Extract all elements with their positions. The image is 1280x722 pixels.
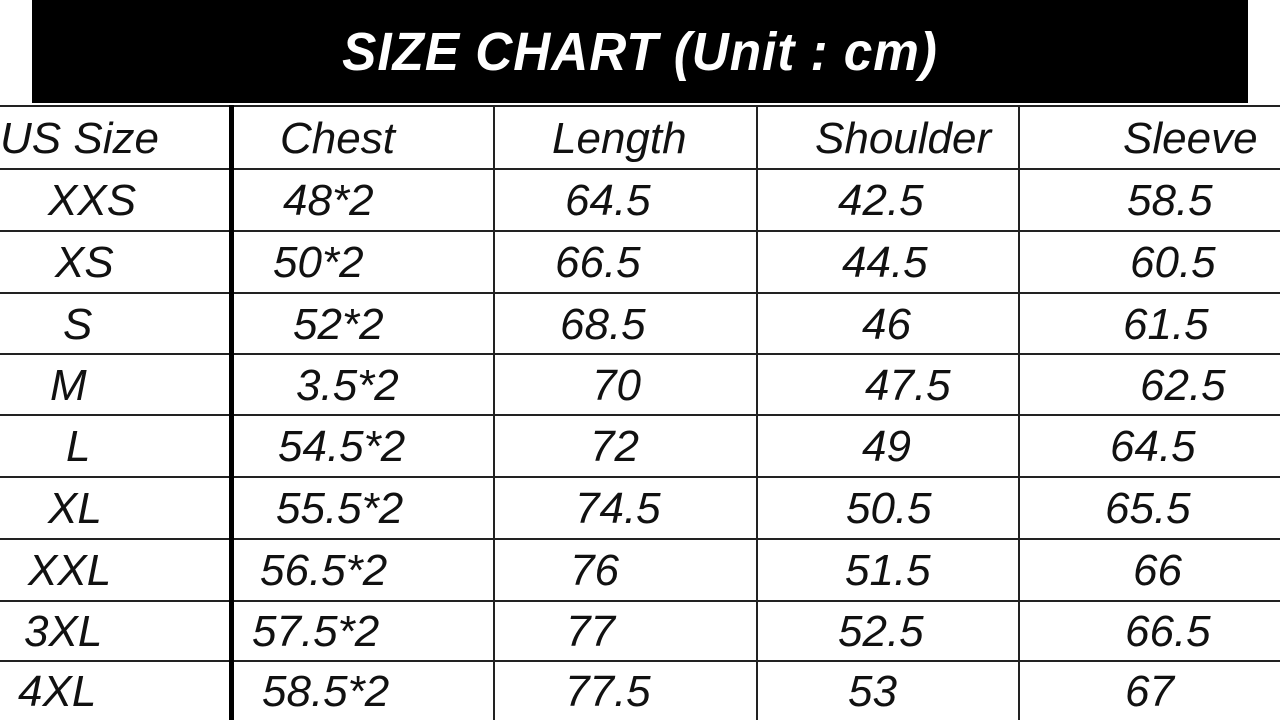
cell-size: 4XL: [18, 667, 97, 716]
cell-size: 3XL: [24, 607, 103, 656]
cell-shoulder: 51.5: [845, 546, 931, 595]
cell-sleeve: 58.5: [1127, 176, 1213, 225]
cell-shoulder: 44.5: [842, 238, 928, 287]
cell-sleeve: 61.5: [1123, 299, 1209, 349]
cell-sleeve: 64.5: [1110, 422, 1196, 471]
header-size: US Size: [0, 113, 159, 163]
table-row: XS 50*2 66.5 44.5 60.5: [0, 230, 1280, 294]
size-table: US Size Chest Length Shoulder Sleeve XXS 48*2 6…: [0, 105, 1280, 720]
cell-length: 74.5: [575, 484, 661, 533]
cell-shoulder: 52.5: [838, 607, 924, 656]
cell-chest: 52*2: [293, 299, 384, 349]
cell-chest: 57.5*2: [252, 607, 380, 656]
table-row: XXS 48*2 64.5 42.5 58.5: [0, 168, 1280, 232]
cell-sleeve: 60.5: [1130, 238, 1216, 287]
header-sleeve: Sleeve: [1123, 113, 1258, 163]
column-divider: [756, 105, 758, 720]
column-divider: [1018, 105, 1020, 720]
header-chest: Chest: [280, 113, 395, 163]
cell-sleeve: 66: [1133, 546, 1182, 595]
cell-chest: 48*2: [283, 176, 374, 225]
cell-size: XS: [55, 238, 114, 287]
cell-length: 77: [566, 607, 615, 656]
cell-chest: 54.5*2: [278, 422, 406, 471]
cell-shoulder: 50.5: [846, 484, 932, 533]
cell-chest: 56.5*2: [260, 546, 388, 595]
cell-size: S: [63, 299, 93, 349]
table-row: S 52*2 68.5 46 61.5: [0, 292, 1280, 355]
table-row: L 54.5*2 72 49 64.5: [0, 414, 1280, 478]
table-row: M 3.5*2 70 47.5 62.5: [0, 353, 1280, 416]
cell-shoulder: 47.5: [865, 360, 951, 410]
cell-shoulder: 49: [862, 422, 911, 471]
cell-shoulder: 53: [848, 667, 897, 716]
cell-length: 68.5: [560, 299, 646, 349]
cell-size: M: [50, 360, 87, 410]
cell-chest: 58.5*2: [262, 667, 390, 716]
cell-sleeve: 65.5: [1105, 484, 1191, 533]
table-row: XL 55.5*2 74.5 50.5 65.5: [0, 476, 1280, 540]
header-length: Length: [552, 113, 687, 163]
cell-chest: 55.5*2: [276, 484, 404, 533]
header-shoulder: Shoulder: [815, 113, 992, 163]
cell-length: 72: [590, 422, 639, 471]
cell-size: L: [66, 422, 91, 471]
table-row: XXL 56.5*2 76 51.5 66: [0, 538, 1280, 602]
table-row: 3XL 57.5*2 77 52.5 66.5: [0, 600, 1280, 662]
page-title: SIZE CHART (Unit : cm): [32, 0, 1248, 103]
column-divider: [229, 105, 234, 720]
column-divider: [493, 105, 495, 720]
header-row: US Size Chest Length Shoulder Sleeve: [0, 105, 1280, 170]
cell-chest: 50*2: [273, 238, 364, 287]
cell-sleeve: 67: [1125, 667, 1174, 716]
cell-shoulder: 42.5: [838, 176, 924, 225]
cell-length: 76: [570, 546, 619, 595]
cell-size: XL: [48, 484, 102, 533]
cell-size: XXS: [48, 176, 137, 225]
cell-length: 70: [592, 360, 641, 410]
cell-length: 64.5: [565, 176, 651, 225]
table-row: 4XL 58.5*2 77.5 53 67: [0, 660, 1280, 722]
cell-size: XXL: [28, 546, 112, 595]
cell-sleeve: 62.5: [1140, 360, 1226, 410]
cell-chest: 3.5*2: [296, 360, 399, 410]
cell-shoulder: 46: [862, 299, 911, 349]
cell-length: 66.5: [555, 238, 641, 287]
cell-sleeve: 66.5: [1125, 607, 1211, 656]
cell-length: 77.5: [565, 667, 651, 716]
